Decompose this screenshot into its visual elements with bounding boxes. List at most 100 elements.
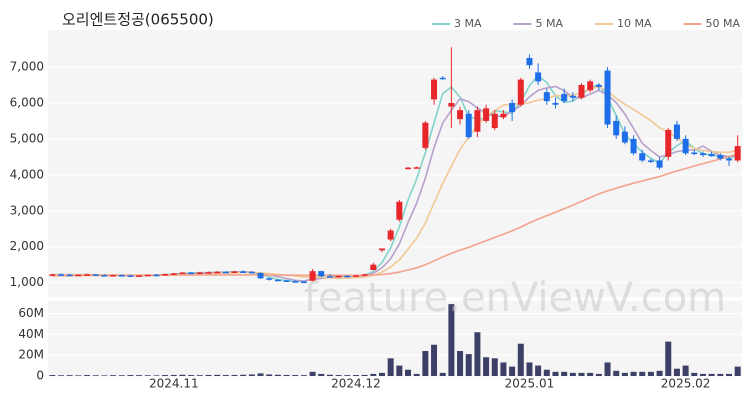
candle-body <box>613 120 620 136</box>
candle-body <box>535 72 542 82</box>
candle-body <box>188 272 195 275</box>
volume-tick-label: 40M <box>18 327 44 341</box>
volume-bar <box>465 354 472 376</box>
candle-body <box>656 160 663 168</box>
candle-body <box>318 271 325 277</box>
volume-bar <box>543 369 550 376</box>
candle-body <box>509 102 516 112</box>
volume-bar <box>517 343 524 376</box>
volume-bar <box>387 358 394 376</box>
volume-tick-label: 60M <box>18 306 44 320</box>
volume-bar <box>439 372 446 376</box>
candle-body <box>370 264 377 271</box>
candle-body <box>274 279 281 282</box>
volume-bar <box>673 368 680 376</box>
legend-label: 50 MA <box>706 17 741 30</box>
volume-bar <box>621 372 628 376</box>
candle-body <box>231 271 238 273</box>
candle-body <box>58 274 65 276</box>
volume-bar <box>448 304 455 376</box>
candle-body <box>352 275 359 277</box>
volume-bar <box>257 373 264 376</box>
volume-bar <box>344 375 351 376</box>
volume-bar <box>682 365 689 376</box>
volume-bar <box>335 375 342 376</box>
candle-body <box>595 84 602 87</box>
candle-body <box>326 276 333 278</box>
candle-body <box>387 230 394 240</box>
volume-bar <box>300 375 307 376</box>
volume-bar <box>162 375 169 376</box>
candle-body <box>561 93 568 102</box>
x-tick-label: 2025.02 <box>661 377 711 391</box>
volume-bar <box>526 362 533 376</box>
volume-bar <box>309 371 316 376</box>
volume-bar <box>136 375 143 376</box>
candle-body <box>309 271 316 281</box>
candle-body <box>717 155 724 159</box>
volume-bar <box>656 370 663 376</box>
legend-label: 10 MA <box>617 17 652 30</box>
candle-body <box>439 77 446 80</box>
y-tick-label: 4,000 <box>10 167 44 181</box>
candle-body <box>578 84 585 98</box>
volume-bar <box>118 375 125 376</box>
legend: 3 MA 5 MA 10 MA 50 MA <box>432 17 741 30</box>
candle-body <box>405 167 412 170</box>
volume-bar <box>179 374 186 376</box>
candle-body <box>465 113 472 138</box>
volume-bar <box>413 373 420 376</box>
volume-bar <box>49 375 56 376</box>
plot <box>49 47 741 376</box>
candle-body <box>144 274 151 277</box>
candle-body <box>292 281 299 283</box>
volume-bar <box>231 374 238 376</box>
volume-bar <box>378 372 385 376</box>
candle-body <box>283 280 290 282</box>
candle-body <box>344 275 351 278</box>
volume-bar <box>222 375 229 376</box>
volume-bar <box>266 374 273 376</box>
candle-body <box>300 281 307 284</box>
candle-body <box>552 102 559 105</box>
volume-bar <box>457 351 464 376</box>
volume-bar <box>595 373 602 376</box>
volume-bar <box>110 375 117 376</box>
volume-bar <box>604 362 611 376</box>
candle-body <box>335 275 342 278</box>
volume-bar <box>170 374 177 376</box>
candle-body <box>136 275 143 277</box>
candle-body <box>673 124 680 139</box>
y-tick-label: 5,000 <box>10 131 44 145</box>
candle-body <box>422 122 429 148</box>
y-tick-label: 2,000 <box>10 239 44 253</box>
volume-bar <box>75 375 82 376</box>
candle-body <box>179 272 186 275</box>
candle-body <box>101 275 108 277</box>
candle-body <box>474 110 481 132</box>
y-tick-label: 6,000 <box>10 95 44 109</box>
volume-bar <box>500 362 507 376</box>
y-tick-label: 3,000 <box>10 203 44 217</box>
volume-bar <box>361 374 368 376</box>
volume-bar <box>214 374 221 376</box>
volume-bar <box>535 365 542 376</box>
candle-body <box>162 274 169 276</box>
candle-body <box>699 153 706 156</box>
volume-bar <box>66 375 73 376</box>
candle-body <box>500 113 507 118</box>
volume-bar <box>708 373 715 376</box>
volume-bar <box>422 351 429 376</box>
candle-body <box>127 275 134 277</box>
watermark: feature.enViewV.com <box>304 275 726 321</box>
candle-body <box>266 278 273 280</box>
volume-bar <box>205 374 212 376</box>
candle-body <box>491 113 498 129</box>
volume-bar <box>587 372 594 376</box>
volume-bar <box>725 373 732 376</box>
x-tick-label: 2024.11 <box>149 377 199 391</box>
legend-label: 3 MA <box>454 17 482 30</box>
volume-bar <box>509 366 516 376</box>
candle-body <box>734 146 741 161</box>
